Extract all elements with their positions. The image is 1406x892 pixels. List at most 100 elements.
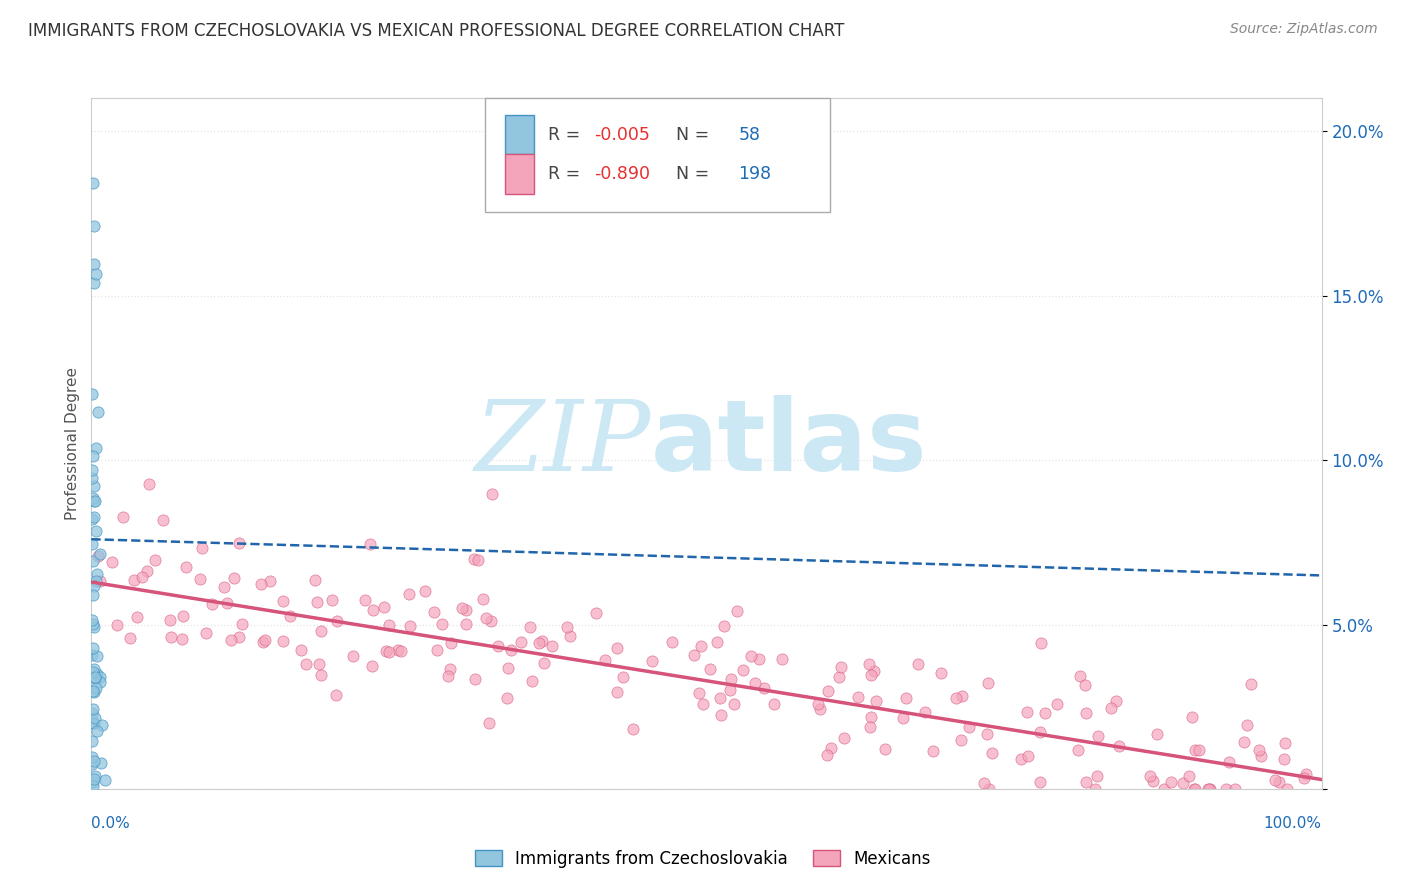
Point bbox=[174, 559, 197, 574]
Point bbox=[1108, 739, 1130, 754]
Point bbox=[398, 587, 420, 601]
Point bbox=[555, 620, 578, 634]
Point bbox=[820, 740, 842, 755]
Point bbox=[1272, 752, 1295, 766]
Point bbox=[219, 632, 242, 647]
Point bbox=[84, 769, 107, 783]
Point bbox=[817, 684, 839, 698]
Point bbox=[361, 603, 384, 617]
Point bbox=[977, 782, 1000, 797]
Point bbox=[763, 698, 786, 712]
Point bbox=[464, 672, 486, 686]
Point bbox=[720, 672, 742, 686]
Point bbox=[858, 657, 880, 671]
Point bbox=[83, 257, 105, 271]
Point bbox=[832, 731, 855, 745]
Point bbox=[450, 600, 472, 615]
Point bbox=[1029, 724, 1052, 739]
Point bbox=[83, 772, 105, 786]
Point bbox=[160, 630, 183, 644]
Point bbox=[82, 749, 104, 764]
Point bbox=[952, 689, 974, 703]
Text: R =: R = bbox=[548, 165, 585, 183]
Point bbox=[222, 571, 245, 585]
Point bbox=[252, 635, 274, 649]
Point bbox=[558, 629, 581, 643]
Point bbox=[86, 666, 108, 681]
Point bbox=[387, 643, 409, 657]
Point bbox=[105, 617, 128, 632]
Point bbox=[973, 775, 995, 789]
Point bbox=[875, 742, 897, 756]
Point bbox=[125, 609, 148, 624]
Point bbox=[122, 574, 145, 588]
Point bbox=[253, 633, 276, 648]
Point bbox=[723, 697, 745, 711]
Point bbox=[770, 651, 793, 665]
Point bbox=[87, 405, 110, 419]
Point bbox=[89, 547, 111, 561]
Point bbox=[83, 494, 105, 508]
Point bbox=[398, 619, 420, 633]
Point bbox=[1274, 735, 1296, 749]
Point bbox=[309, 624, 332, 639]
Point bbox=[533, 657, 555, 671]
Point bbox=[440, 636, 463, 650]
Point bbox=[82, 641, 104, 656]
Point bbox=[309, 668, 332, 682]
Point bbox=[1104, 694, 1126, 708]
Point bbox=[682, 648, 704, 662]
Point bbox=[1160, 775, 1182, 789]
Point bbox=[101, 555, 124, 569]
Point bbox=[326, 614, 349, 628]
Point bbox=[90, 756, 112, 770]
Text: 0.0%: 0.0% bbox=[91, 816, 131, 831]
Point bbox=[531, 634, 554, 648]
Point bbox=[828, 670, 851, 684]
Point bbox=[91, 717, 114, 731]
Point bbox=[807, 697, 830, 711]
Point bbox=[82, 554, 104, 568]
Point bbox=[1033, 706, 1056, 720]
Text: 198: 198 bbox=[738, 165, 772, 183]
Point bbox=[1074, 775, 1097, 789]
Point bbox=[86, 524, 108, 538]
Point bbox=[82, 471, 104, 485]
Point bbox=[1184, 782, 1206, 797]
Point bbox=[1250, 749, 1272, 764]
Point bbox=[481, 614, 503, 628]
Point bbox=[82, 176, 104, 190]
Point bbox=[308, 657, 330, 671]
Point bbox=[80, 756, 103, 771]
Point bbox=[1139, 769, 1161, 783]
Point bbox=[1215, 782, 1237, 797]
Point bbox=[815, 747, 838, 762]
Point bbox=[1275, 782, 1298, 797]
Point bbox=[488, 639, 510, 653]
Point bbox=[1188, 743, 1211, 757]
Point bbox=[89, 574, 111, 588]
Point bbox=[84, 441, 107, 455]
Point bbox=[1085, 769, 1108, 783]
Point bbox=[977, 676, 1000, 690]
Point bbox=[522, 674, 544, 689]
Point bbox=[82, 775, 104, 789]
Point bbox=[865, 693, 887, 707]
Point bbox=[846, 690, 869, 704]
Point bbox=[83, 711, 105, 725]
Point bbox=[914, 705, 936, 719]
Point bbox=[249, 577, 271, 591]
Point bbox=[1268, 774, 1291, 789]
Point bbox=[231, 616, 253, 631]
Point bbox=[359, 537, 381, 551]
Point bbox=[87, 549, 110, 563]
Point bbox=[89, 674, 111, 689]
Point bbox=[375, 644, 398, 658]
Point bbox=[321, 593, 343, 607]
Point bbox=[89, 670, 111, 684]
Text: N =: N = bbox=[665, 126, 714, 144]
Point bbox=[439, 662, 461, 676]
Point bbox=[612, 670, 634, 684]
Point bbox=[922, 744, 945, 758]
Point bbox=[1069, 669, 1091, 683]
